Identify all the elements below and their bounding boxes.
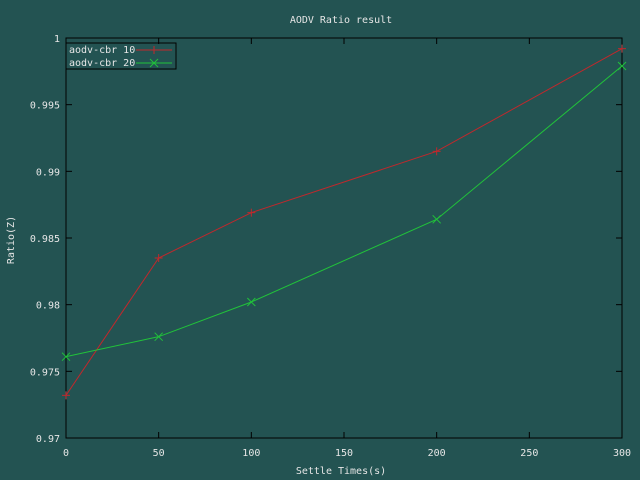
y-tick-label: 0.97 <box>36 434 60 445</box>
legend-label: aodv-cbr 20 <box>69 58 135 69</box>
data-point-series-1 <box>618 44 626 53</box>
series-line-1 <box>65 48 623 396</box>
legend-box <box>65 42 177 70</box>
x-tick-label: 50 <box>153 448 165 459</box>
data-point-series-2 <box>154 332 164 342</box>
legend-marker <box>149 58 159 68</box>
x-tick-label: 250 <box>520 448 538 459</box>
y-tick-label: 0.995 <box>30 101 60 112</box>
data-point-series-1 <box>154 254 163 262</box>
data-point-series-1 <box>247 208 256 217</box>
data-point-series-2 <box>61 352 71 362</box>
x-tick-label: 0 <box>63 448 69 459</box>
chart-title: AODV Ratio result <box>290 15 392 26</box>
x-tick-label: 150 <box>335 448 353 459</box>
y-tick-label: 0.99 <box>36 167 60 178</box>
x-tick-label: 100 <box>242 448 260 459</box>
x-axis-label: Settle Times(s) <box>296 466 386 477</box>
data-point-series-2 <box>432 214 442 224</box>
plot-frame <box>65 37 623 439</box>
y-tick-label: 0.985 <box>30 234 60 245</box>
data-point-series-2 <box>617 61 627 71</box>
y-tick-label: 1 <box>54 34 60 45</box>
series-line-2 <box>65 65 623 358</box>
y-axis-label: Ratio(Z) <box>6 216 17 264</box>
x-axis: 0 50 100 150 200 250 300 <box>63 38 631 459</box>
data-point-series-1 <box>432 147 441 156</box>
data-point-series-1 <box>62 391 70 400</box>
y-tick-label: 0.975 <box>30 367 60 378</box>
x-tick-label: 200 <box>428 448 446 459</box>
x-tick-label: 300 <box>613 448 631 459</box>
data-point-series-2 <box>246 297 256 307</box>
y-tick-label: 0.98 <box>36 301 60 312</box>
legend: aodv-cbr 10 aodv-cbr 20 <box>65 42 177 70</box>
y-axis: 0.97 0.975 0.98 0.985 0.99 0.995 1 <box>30 34 622 445</box>
legend-marker <box>150 46 158 54</box>
series-layer <box>61 44 627 400</box>
legend-label: aodv-cbr 10 <box>69 45 135 56</box>
